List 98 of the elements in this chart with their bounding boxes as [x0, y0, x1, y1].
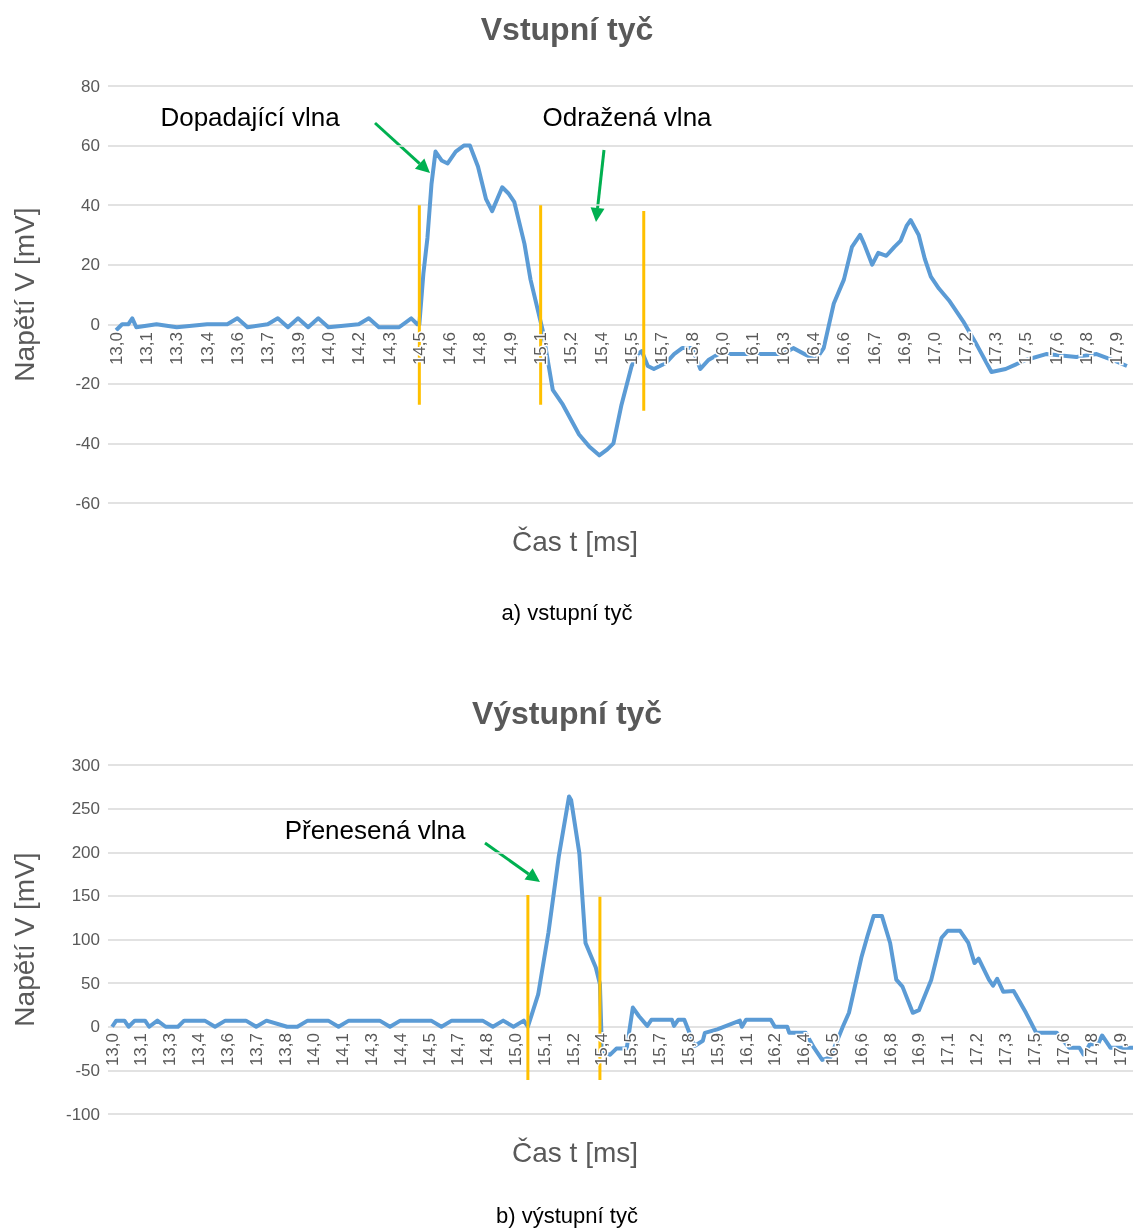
y-tick-label: 50: [81, 973, 100, 993]
x-tick-label: 17,5: [1024, 1033, 1044, 1067]
y-tick-label: -20: [75, 374, 100, 394]
x-tick-label: 14,5: [409, 332, 429, 366]
y-tick-label: -60: [75, 493, 100, 513]
y-tick-label: 0: [90, 314, 100, 334]
x-tick-label: 16,1: [743, 332, 763, 366]
x-tick-label: 17,6: [1046, 332, 1066, 366]
y-tick-label: 40: [81, 195, 100, 215]
x-tick-label: 16,9: [895, 332, 915, 366]
x-tick-label: 15,9: [707, 1033, 727, 1067]
y-tick-label: 20: [81, 255, 100, 275]
x-tick-label: 16,3: [773, 332, 793, 366]
y-tick-label: -50: [75, 1060, 100, 1080]
x-tick-label: 16,9: [909, 1033, 929, 1067]
y-tick-label: 0: [90, 1017, 100, 1037]
chart-title: Vstupní tyč: [480, 11, 654, 47]
annotation: Přenesená vlna: [284, 815, 466, 845]
x-tick-label: 17,8: [1082, 1033, 1102, 1067]
x-tick-label: 13,0: [102, 1033, 122, 1067]
x-tick-label: 15,8: [678, 1033, 698, 1067]
y-tick-label: 150: [71, 886, 100, 906]
annotation: Odražená vlna: [542, 102, 713, 132]
x-tick-label: 17,0: [925, 332, 945, 366]
text: a) vstupní tyč: [501, 599, 633, 625]
x-tick-label: 14,2: [349, 332, 369, 366]
x-tick-label: 13,7: [246, 1033, 266, 1067]
x-tick-label: 15,5: [622, 332, 642, 366]
x-axis-title: Čas t [ms]: [511, 1136, 639, 1168]
x-tick-label: 13,9: [288, 332, 308, 366]
x-tick-label: 17,8: [1077, 332, 1096, 366]
x-tick-label: 13,7: [258, 332, 278, 366]
x-tick-label: 13,8: [275, 1033, 295, 1067]
y-tick-label: 250: [71, 799, 100, 819]
x-tick-label: 15,2: [563, 1033, 583, 1067]
y-tick-label: -100: [65, 1104, 100, 1124]
x-tick-label: 14,3: [361, 1033, 381, 1067]
annotation: Dopadající vlna: [160, 102, 341, 132]
x-tick-label: 17,2: [967, 1033, 987, 1067]
x-tick-label: 16,2: [765, 1033, 785, 1067]
y-axis-title: Napětí V [mV]: [8, 852, 40, 1027]
x-tick-label: 13,1: [136, 332, 156, 366]
y-axis-title: Napětí V [mV]: [8, 207, 40, 382]
x-tick-label: 13,4: [189, 1033, 209, 1067]
x-tick-label: 13,0: [106, 332, 126, 366]
y-tick-label: 100: [71, 930, 100, 949]
x-tick-label: 14,6: [440, 332, 460, 366]
x-tick-label: 17,1: [938, 1033, 958, 1067]
x-tick-label: 15,5: [621, 1033, 641, 1067]
x-tick-label: 14,3: [379, 332, 399, 366]
x-tick-label: 16,4: [804, 332, 824, 366]
x-tick-label: 17,3: [995, 1033, 1015, 1067]
x-tick-label: 13,3: [160, 1033, 180, 1067]
x-tick-label: 16,4: [794, 1033, 814, 1067]
x-tick-label: 16,5: [823, 1033, 842, 1067]
x-tick-label: 16,1: [736, 1033, 756, 1067]
y-tick-label: 300: [71, 755, 100, 775]
x-tick-label: 15,7: [650, 1033, 670, 1067]
x-tick-label: 14,8: [477, 1033, 497, 1067]
y-tick-label: 80: [81, 76, 100, 96]
x-tick-label: 14,4: [390, 1033, 410, 1067]
x-tick-label: 16,7: [864, 332, 884, 366]
x-tick-label: 17,3: [986, 332, 1006, 366]
x-tick-label: 13,3: [167, 332, 187, 366]
x-tick-label: 14,0: [304, 1033, 324, 1067]
x-tick-label: 13,6: [227, 332, 247, 366]
text: b) výstupní tyč: [496, 1202, 638, 1228]
x-tick-label: 17,6: [1053, 1033, 1073, 1067]
x-tick-label: 13,6: [217, 1033, 237, 1067]
y-tick-label: 200: [71, 842, 100, 862]
x-tick-label: 16,0: [713, 332, 733, 366]
x-tick-label: 14,1: [333, 1033, 353, 1067]
x-tick-label: 15,4: [592, 1033, 612, 1067]
x-tick-label: 16,6: [851, 1033, 871, 1067]
x-tick-label: 15,1: [531, 332, 551, 366]
chart-title: Výstupní tyč: [471, 695, 663, 731]
x-tick-label: 14,0: [318, 332, 338, 366]
x-tick-label: 15,1: [534, 1033, 554, 1067]
x-tick-label: 14,9: [500, 332, 520, 366]
y-tick-label: -40: [75, 433, 100, 453]
x-tick-label: 15,8: [682, 332, 702, 366]
x-tick-label: 17,9: [1107, 332, 1127, 366]
x-tick-label: 17,5: [1016, 332, 1036, 366]
x-tick-label: 14,7: [448, 1033, 468, 1067]
x-axis-title: Čas t [ms]: [511, 525, 639, 557]
x-tick-label: 16,6: [834, 332, 854, 366]
x-tick-label: 14,8: [470, 332, 490, 366]
x-tick-label: 15,4: [591, 332, 611, 366]
x-tick-label: 16,8: [880, 1033, 900, 1067]
x-tick-label: 15,2: [561, 332, 581, 366]
x-tick-label: 14,5: [419, 1033, 439, 1067]
x-tick-label: 17,9: [1111, 1033, 1131, 1067]
y-tick-label: 60: [81, 136, 100, 156]
x-tick-label: 13,4: [197, 332, 217, 366]
x-tick-label: 13,1: [131, 1033, 151, 1067]
x-tick-label: 15,0: [506, 1033, 526, 1067]
x-tick-label: 15,7: [652, 332, 672, 366]
x-tick-label: 17,2: [955, 332, 975, 366]
